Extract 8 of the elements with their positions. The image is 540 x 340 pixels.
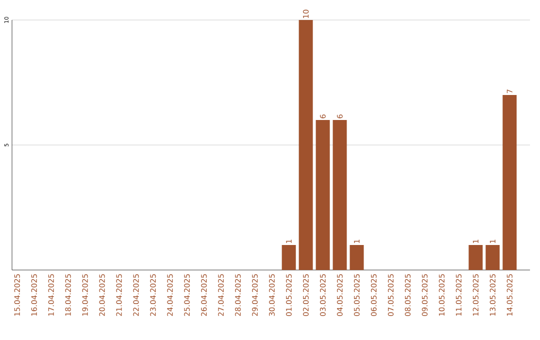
bar xyxy=(332,120,347,270)
bar xyxy=(282,245,296,270)
bar xyxy=(502,94,517,270)
bar xyxy=(316,120,330,270)
bar xyxy=(350,245,364,270)
bar xyxy=(486,245,500,270)
bar xyxy=(298,20,313,270)
bar xyxy=(468,245,483,270)
